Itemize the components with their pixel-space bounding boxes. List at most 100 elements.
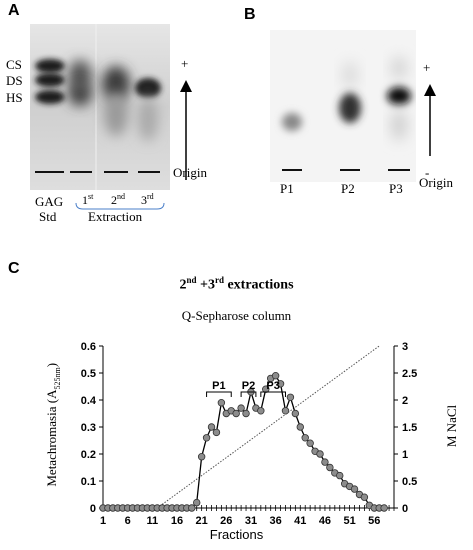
y-right-tick-label: 0 [402,503,408,515]
data-point [232,409,240,418]
x-tick-label: 56 [368,515,380,527]
y-left-tick-label: 0.1 [81,476,96,488]
chart-title-part-b: +3 [196,277,215,293]
data-point [276,380,285,388]
lane-sup-3: rd [147,192,154,201]
panel-b-letter: B [244,6,256,23]
data-point [350,485,359,493]
y-left-tick-label: 0.3 [81,422,96,434]
lane-label-p1: P1 [280,181,294,196]
y-left-tick-label: 0.2 [81,449,96,461]
x-tick-label: 16 [171,515,183,527]
lane-num-2: 2 [111,193,117,207]
lane-label-extraction-3: 3rd [141,192,154,208]
data-point [286,393,295,401]
data-point [257,407,265,415]
lane-sup-1: st [88,192,94,201]
y-left-tick-label: 0.6 [81,341,96,353]
fractions-chart: 00.10.20.30.40.50.600.511.522.531 6 11 16 21… [81,341,418,527]
lane-num-1: 1 [82,193,88,207]
peak-bracket [206,391,232,397]
chart-title-sup-a: nd [186,275,197,285]
chart-subtitle: Q-Sepharose column [181,308,292,323]
chart-title-sup-b: rd [214,275,224,285]
peak-label: P2 [242,380,255,392]
data-point [271,372,280,380]
panel-b-gel-image [270,30,416,182]
x-tick-label: 36 [270,515,282,527]
lane-label-gag: GAG [35,194,64,209]
band-label-hs: HS [6,90,23,105]
panel-a-gel [30,24,170,190]
x-tick-label: 11 [147,515,159,527]
peak-bracket [240,391,257,397]
data-point [296,423,304,431]
peak-label: P1 [212,380,225,392]
y-right-tick-label: 0.5 [402,476,417,488]
extraction-label: Extraction [88,209,143,224]
x-tick-label: 21 [196,515,208,527]
chart-title-part-a: 2 [179,277,187,293]
lane-label-extraction-1: 1st [82,192,93,208]
data-point [380,504,388,512]
lane-num-3: 3 [141,193,147,207]
band-label-cs: CS [6,57,22,72]
data-point [202,434,211,442]
data-point [188,504,196,512]
data-point [207,423,216,431]
panel-a-migration-arrow [180,80,192,180]
chart-title-part-c: extractions [223,277,294,293]
x-tick-label: 31 [245,515,257,527]
y-left-tick-label: 0.4 [81,395,97,407]
data-point [217,398,226,407]
data-point [336,471,344,480]
data-point [326,463,334,472]
data-point [301,434,309,442]
lane-label-extraction-2: 2nd [111,192,125,208]
panel-c-letter: C [8,260,20,277]
data-point [291,409,300,418]
panel-b-migration-arrow [424,84,436,156]
x-tick-label: 26 [220,515,232,527]
lane-label-std: Std [39,209,57,224]
data-point [212,428,221,437]
y-right-tick-label: 2.5 [402,368,417,380]
lane-label-p2: P2 [341,181,355,196]
panel-a-gel-image [30,24,170,190]
peak-label: P3 [266,380,279,392]
y-left-tick-label: 0 [90,503,96,515]
data-point [360,493,369,501]
y-right-tick-label: 3 [402,341,408,353]
panel-b-gel [270,30,416,182]
panel-a-origin-label: Origin [173,165,207,180]
data-point [281,407,290,415]
data-point [193,498,201,507]
x-tick-label: 46 [319,515,331,527]
chart-title: 2nd +3rd extractions [0,275,473,294]
y-right-tick-label: 1 [402,449,408,461]
panel-a-letter: A [8,2,20,19]
x-tick-label: 51 [343,515,355,527]
panel-b-origin-label: Origin [419,175,453,190]
x-tick-label: 41 [294,515,306,527]
lane-sup-2: nd [117,192,125,201]
band-label-ds: DS [6,73,23,88]
panel-b-plus: + [423,60,431,75]
data-point [237,404,245,412]
metachromasia-line [103,374,385,509]
lane-label-p3: P3 [389,181,403,196]
panel-a-plus: + [181,56,189,71]
x-tick-label: 1 [100,515,106,527]
data-point [306,439,314,447]
data-point [321,458,329,466]
data-point [316,450,324,458]
nacl-gradient-line [156,345,380,509]
y-left-tick-label: 0.5 [81,368,96,380]
data-point [242,409,250,418]
y-right-tick-label: 2 [402,395,408,407]
x-axis-label: Fractions [209,527,264,542]
peak-bracket [260,391,286,397]
x-tick-label: 6 [125,515,131,527]
y-right-tick-label: 1.5 [402,422,417,434]
data-point [197,452,206,461]
